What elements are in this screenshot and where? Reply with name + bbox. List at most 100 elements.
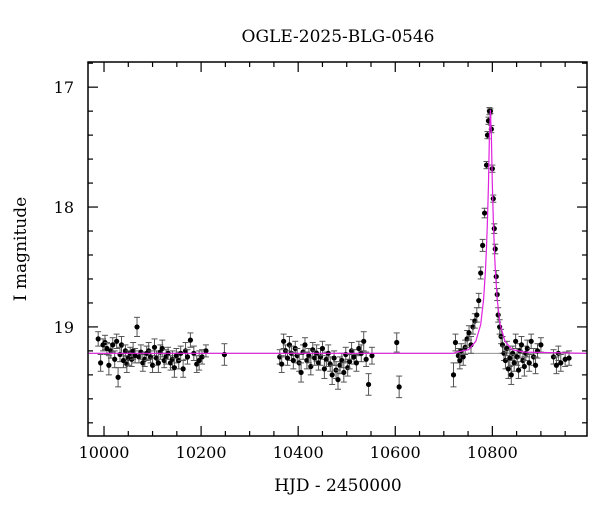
data-point	[113, 333, 120, 349]
data-point	[184, 349, 191, 365]
data-marker	[136, 354, 142, 360]
data-marker	[538, 342, 544, 348]
data-marker	[95, 336, 101, 342]
data-marker	[518, 342, 525, 348]
data-marker	[363, 356, 369, 362]
data-marker	[298, 369, 304, 376]
data-marker	[396, 384, 402, 390]
data-marker	[474, 312, 480, 318]
x-tick-label: 10800	[467, 443, 518, 462]
data-marker	[450, 372, 457, 378]
data-point	[553, 356, 560, 375]
x-tick-label: 10000	[79, 443, 130, 462]
data-marker	[460, 354, 466, 360]
data-marker	[526, 360, 532, 366]
data-marker	[394, 339, 400, 346]
data-marker	[365, 381, 372, 388]
data-point	[511, 353, 518, 372]
data-marker	[312, 355, 318, 361]
data-point	[557, 353, 564, 372]
model-curve	[88, 109, 588, 354]
x-tick-label: 10200	[176, 443, 227, 462]
data-marker	[329, 372, 335, 378]
data-marker	[323, 356, 329, 362]
data-point	[190, 345, 197, 361]
data-point	[202, 344, 209, 358]
data-marker	[361, 338, 367, 344]
x-tick-label: 10600	[370, 443, 421, 462]
data-marker	[502, 357, 509, 364]
data-marker	[335, 377, 341, 383]
x-axis-label: HJD - 2450000	[274, 476, 402, 496]
data-point	[109, 337, 116, 353]
data-point	[368, 346, 375, 365]
x-tick-label: 10400	[273, 443, 324, 462]
data-marker	[481, 210, 488, 216]
data-points	[88, 107, 587, 399]
data-point	[187, 332, 194, 348]
data-point	[479, 238, 486, 252]
data-marker	[491, 226, 497, 232]
data-marker	[337, 362, 343, 368]
data-point	[97, 353, 104, 372]
axis-ticks	[88, 62, 587, 436]
data-marker	[514, 354, 520, 360]
data-point	[508, 364, 515, 385]
data-marker	[173, 353, 179, 359]
data-marker	[558, 360, 564, 366]
data-marker	[115, 374, 121, 380]
data-marker	[308, 363, 314, 370]
data-point	[450, 362, 457, 388]
data-marker	[341, 369, 347, 376]
data-marker	[199, 354, 205, 360]
data-point	[481, 207, 488, 219]
data-point	[103, 342, 110, 355]
data-marker	[284, 355, 291, 361]
data-point	[105, 355, 112, 376]
data-point	[130, 342, 137, 360]
data-point	[95, 331, 102, 347]
data-marker	[528, 338, 534, 344]
data-point	[477, 266, 484, 280]
data-marker	[331, 355, 337, 361]
data-marker	[504, 345, 510, 352]
data-marker	[120, 357, 127, 364]
data-marker	[98, 360, 104, 366]
data-point	[492, 243, 499, 255]
data-marker	[151, 344, 158, 350]
data-marker	[112, 356, 118, 362]
data-point	[180, 359, 187, 378]
data-marker	[452, 339, 459, 346]
data-point	[515, 361, 522, 379]
data-marker	[524, 345, 530, 352]
data-point	[467, 336, 474, 354]
data-marker	[532, 362, 539, 368]
data-point	[393, 332, 400, 353]
data-marker	[184, 354, 191, 360]
data-marker	[155, 360, 161, 366]
data-point	[298, 362, 305, 383]
data-point	[340, 362, 347, 383]
data-point	[528, 333, 535, 349]
data-marker	[180, 366, 186, 372]
data-marker	[149, 362, 156, 368]
data-marker	[521, 363, 527, 370]
data-marker	[507, 355, 513, 361]
chart-title: OGLE-2025-BLG-0546	[242, 27, 435, 47]
data-marker	[511, 360, 517, 366]
data-marker	[319, 345, 326, 352]
data-point	[363, 351, 370, 367]
data-marker	[466, 330, 472, 336]
data-marker	[221, 351, 227, 358]
data-marker	[171, 365, 178, 371]
data-marker	[159, 345, 165, 352]
data-marker	[483, 162, 490, 168]
data-marker	[110, 342, 116, 348]
data-marker	[203, 348, 209, 354]
data-marker	[508, 372, 514, 378]
data-marker	[356, 345, 362, 352]
data-marker	[118, 342, 125, 348]
data-marker	[321, 366, 327, 372]
data-marker	[515, 367, 522, 373]
